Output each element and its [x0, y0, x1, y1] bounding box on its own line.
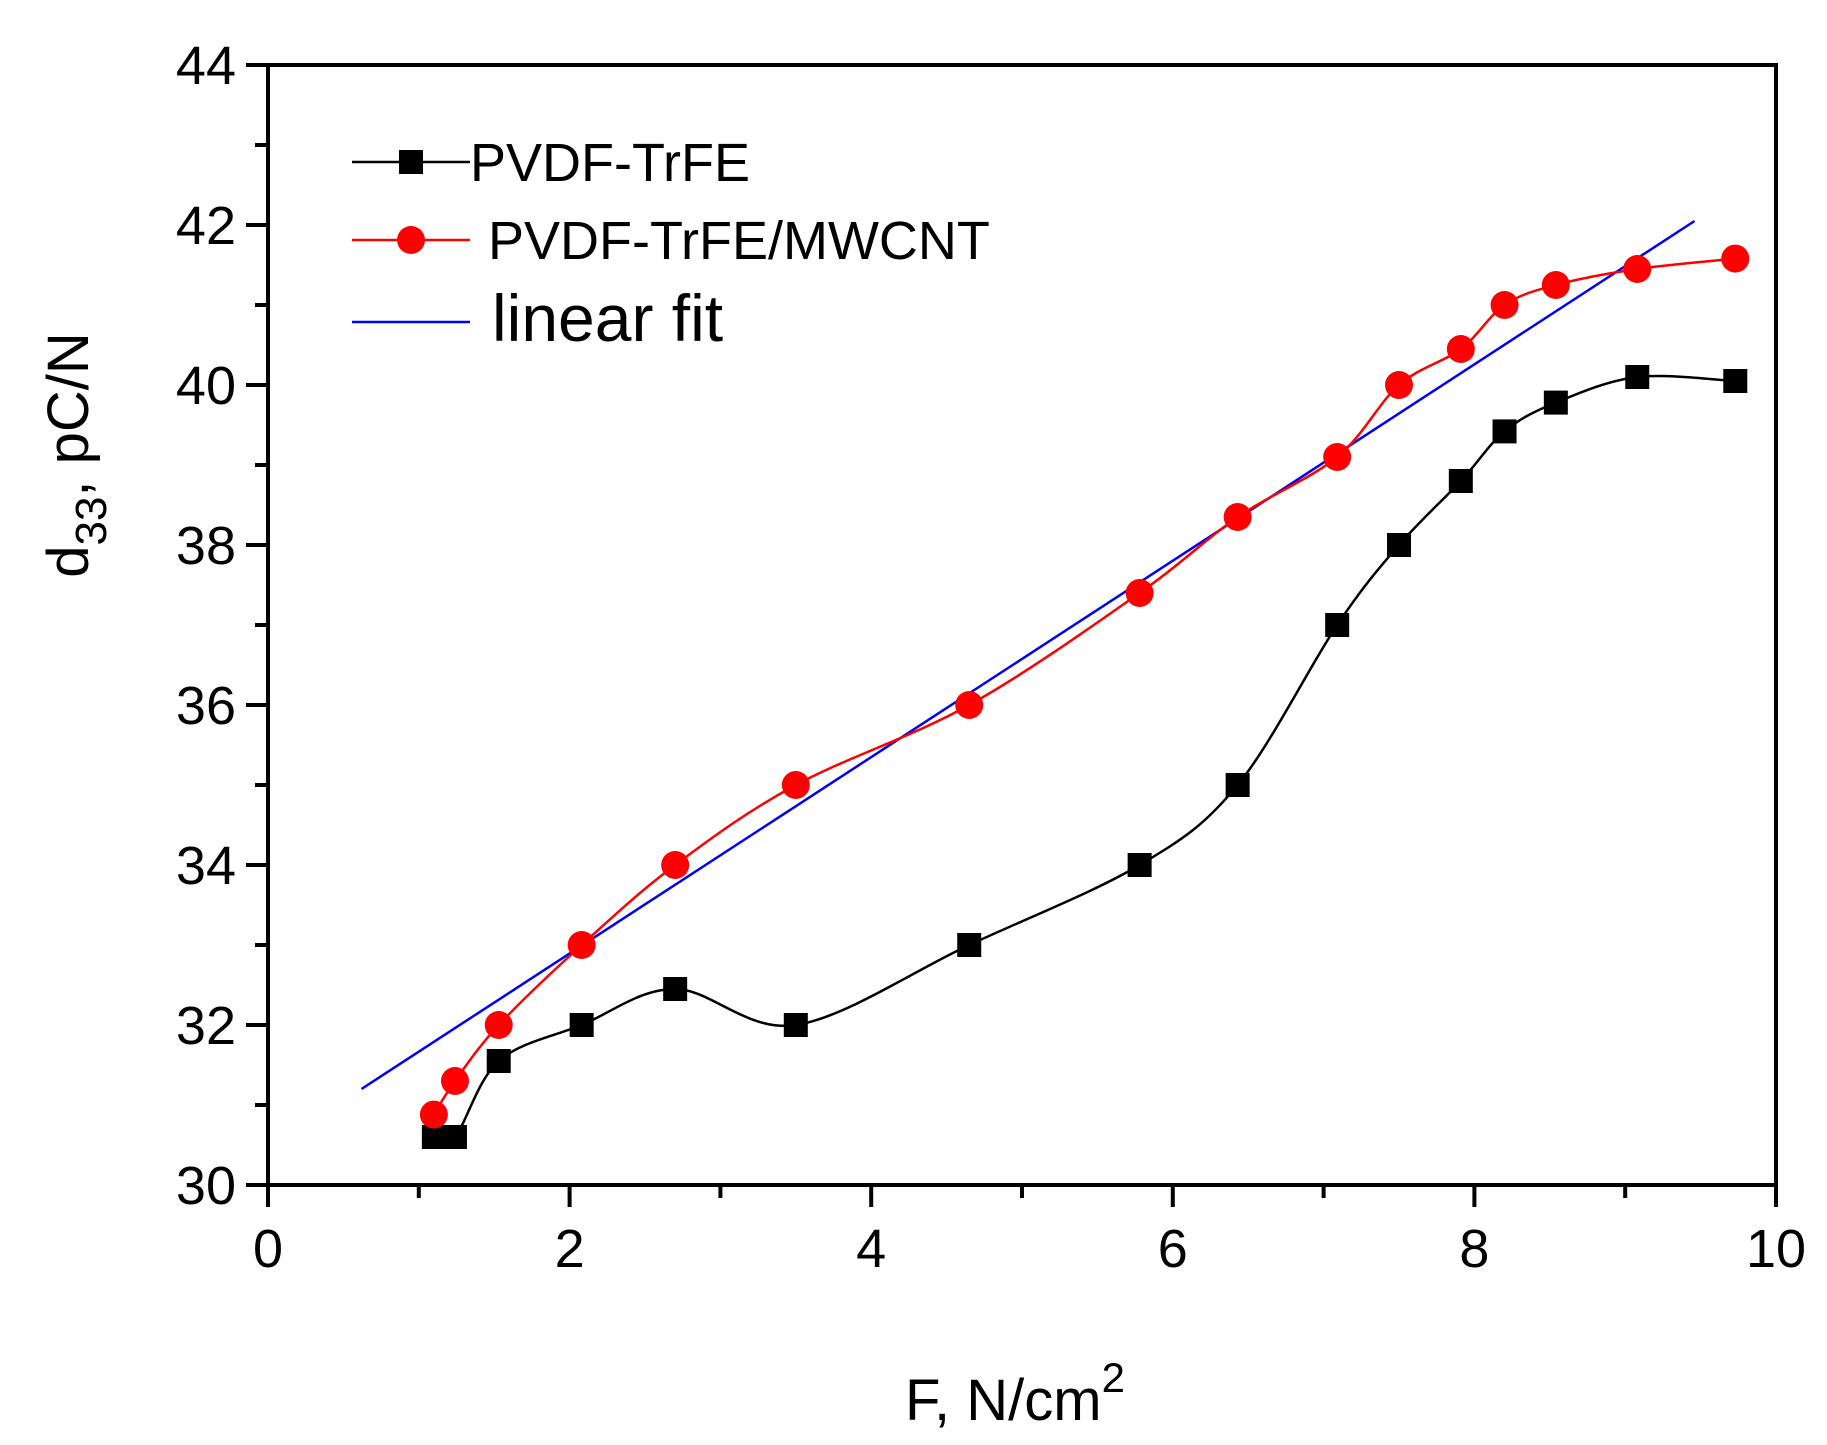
x-tick-label: 10 [1746, 1219, 1806, 1279]
data-point [1543, 390, 1568, 415]
series-pvdf-trfe-mwcnt [419, 244, 1750, 1129]
data-point [567, 931, 596, 959]
y-tick-label: 40 [176, 356, 236, 416]
legend-label: PVDF-TrFE/MWCNT [488, 211, 990, 271]
x-axis-title: F, N/cm2 [905, 1354, 1125, 1433]
series-layer [360, 219, 1750, 1149]
data-point [484, 1011, 513, 1039]
x-tick-label: 4 [856, 1219, 886, 1279]
x-tick-label: 8 [1459, 1219, 1489, 1279]
data-point [1723, 369, 1748, 393]
data-point [419, 1100, 448, 1129]
data-point [1223, 503, 1252, 531]
data-point [1446, 335, 1475, 363]
legend-marker [399, 150, 423, 174]
y-tick-label: 32 [176, 996, 236, 1056]
legend-item: PVDF-TrFE [352, 133, 750, 193]
data-point [1448, 469, 1473, 493]
legend-item: linear fit [352, 281, 723, 355]
data-point [1387, 533, 1411, 557]
legend-label: PVDF-TrFE [470, 133, 750, 193]
series-line [432, 257, 1736, 1116]
data-point [1325, 613, 1350, 637]
data-point [1490, 291, 1519, 319]
x-tick-label: 2 [555, 1219, 585, 1279]
axes: 0 2 4 6 8 10 30 32 34 36 38 40 42 44 [176, 36, 1806, 1279]
series-line [433, 374, 1736, 1144]
data-point [569, 1013, 594, 1037]
y-tick-label: 38 [176, 516, 236, 576]
data-point [783, 1013, 808, 1037]
data-point [1323, 443, 1352, 471]
data-point [1541, 271, 1570, 299]
y-tick-label: 34 [176, 836, 236, 896]
y-tick-label: 44 [176, 36, 236, 96]
legend-label: linear fit [492, 281, 723, 355]
data-point [955, 691, 984, 719]
data-point [421, 1125, 446, 1149]
data-point [1625, 365, 1650, 389]
data-point [1385, 371, 1413, 399]
x-tick-label: 6 [1158, 1219, 1188, 1279]
y-tick-label: 36 [176, 676, 236, 736]
data-point [1125, 579, 1154, 607]
data-point [663, 977, 688, 1001]
data-point [1492, 419, 1517, 444]
data-point [661, 851, 690, 879]
data-point [1623, 255, 1652, 283]
series-pvdf-trfe [421, 365, 1748, 1149]
data-point [442, 1125, 467, 1149]
y-tick-label: 42 [176, 196, 236, 256]
y-axis-title: d33, pC/N [36, 332, 116, 578]
y-tick-label: 30 [176, 1156, 236, 1216]
data-point [957, 933, 982, 957]
data-point [1225, 773, 1250, 797]
legend-item: PVDF-TrFE/MWCNT [352, 211, 990, 271]
x-tick-label: 0 [253, 1219, 283, 1279]
legend-marker [397, 226, 425, 254]
data-point [440, 1067, 469, 1095]
legend: PVDF-TrFE PVDF-TrFE/MWCNT linear fit [352, 133, 990, 355]
data-point [1721, 244, 1750, 273]
data-point [1127, 853, 1152, 877]
data-point [486, 1049, 511, 1073]
data-point [781, 771, 810, 799]
